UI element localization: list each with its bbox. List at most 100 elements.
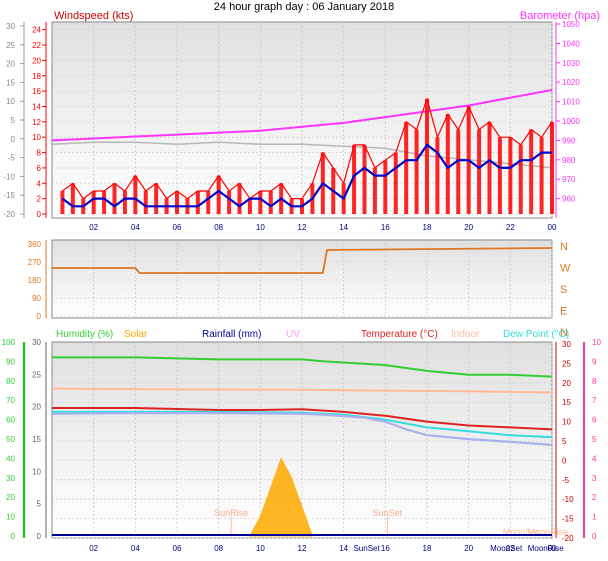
wind-tick-label: 16: [32, 87, 41, 96]
humidity-tick-label: 100: [2, 338, 16, 347]
uv-tick-label: 10: [592, 338, 601, 347]
page-title: 24 hour graph day : 06 January 2018: [214, 1, 394, 13]
baro-axis-title: Barometer (hpa): [520, 10, 600, 22]
legend-label: Rainfall (mm): [202, 329, 261, 340]
temp-x-tick-label: 18: [423, 544, 432, 553]
temp-tick-label: -15: [562, 515, 574, 524]
temp-x-tick-label: 10: [256, 544, 265, 553]
temp-x-tick-label: 20: [464, 544, 473, 553]
wind-tick-label: 2: [37, 195, 42, 204]
temp-tick-label: 20: [562, 379, 571, 388]
wind-tick-label: 24: [32, 26, 41, 35]
humidity-tick-label: 30: [6, 474, 15, 483]
left-inner-tick-label: 15: [32, 435, 41, 444]
temp-tick-label: -20: [562, 534, 574, 543]
legend-label: Dew Point (°C): [503, 329, 569, 340]
wind-x-tick-label: 00: [548, 223, 557, 232]
humidity-tick-label: 90: [6, 357, 15, 366]
temp-x-tick-label: 16: [381, 544, 390, 553]
compass-label: N: [560, 327, 568, 339]
direction-plot-area: [51, 239, 553, 319]
wind-tick-label: 6: [37, 164, 42, 173]
temp-x-tick-label: 08: [214, 544, 223, 553]
baro-tick-label: 970: [562, 175, 576, 184]
moonrise-bottom-label: MoonRise: [528, 544, 565, 553]
baro-tick-label: 990: [562, 136, 576, 145]
left-inner-tick-label: 5: [37, 500, 42, 509]
wind-x-tick-label: 12: [298, 223, 307, 232]
wind-tick-label: 14: [32, 102, 41, 111]
wind-tick-label: 4: [37, 179, 42, 188]
outer-left-tick-label: 30: [6, 22, 15, 31]
legend-label: Solar: [124, 329, 148, 340]
outer-left-tick-label: 25: [6, 41, 15, 50]
temp-tick-label: 5: [562, 437, 567, 446]
baro-tick-label: 1030: [562, 59, 580, 68]
uv-tick-label: 9: [592, 357, 597, 366]
direction-tick-label: 270: [28, 258, 42, 267]
sunset-bottom-label: SunSet: [353, 544, 380, 553]
uv-tick-label: 4: [592, 454, 597, 463]
direction-tick-label: 180: [28, 276, 42, 285]
baro-tick-label: 980: [562, 156, 576, 165]
temp-tick-label: 0: [562, 456, 567, 465]
temp-tick-label: -5: [562, 476, 570, 485]
sunrise-label: SunRise: [214, 508, 248, 518]
uv-tick-label: 0: [592, 532, 597, 541]
moonset-bottom-label: MoonSet: [490, 544, 523, 553]
wind-x-tick-label: 06: [173, 223, 182, 232]
baro-tick-label: 1010: [562, 98, 580, 107]
outer-left-tick-label: 20: [6, 60, 15, 69]
uv-tick-label: 7: [592, 396, 597, 405]
legend-label: Indoor: [451, 329, 480, 340]
humidity-tick-label: 20: [6, 493, 15, 502]
temp-tick-label: 10: [562, 418, 571, 427]
wind-x-tick-label: 04: [131, 223, 140, 232]
wind-x-tick-label: 02: [89, 223, 98, 232]
outer-left-tick-label: 5: [11, 116, 16, 125]
compass-label: W: [560, 263, 571, 275]
uv-tick-label: 5: [592, 435, 597, 444]
left-inner-tick-label: 10: [32, 467, 41, 476]
baro-tick-label: 1050: [562, 20, 580, 29]
temp-tick-label: 30: [562, 340, 571, 349]
humidity-tick-label: 50: [6, 435, 15, 444]
temp-x-tick-label: 02: [89, 544, 98, 553]
moonset-label: MoonSet: [503, 527, 540, 537]
outer-left-tick-label: 0: [11, 135, 16, 144]
humidity-tick-label: 10: [6, 513, 15, 522]
temp-x-tick-label: 04: [131, 544, 140, 553]
wind-x-tick-label: 14: [339, 223, 348, 232]
temp-tick-label: 25: [562, 359, 571, 368]
solar-area: [249, 457, 314, 537]
direction-tick-label: 90: [32, 294, 41, 303]
humidity-tick-label: 80: [6, 377, 15, 386]
wind-x-tick-label: 22: [506, 223, 515, 232]
wind-avg-line: [61, 143, 552, 208]
sunset-label: SunSet: [373, 508, 403, 518]
outer-left-tick-label: 15: [6, 78, 15, 87]
barometer-line: [51, 89, 553, 142]
baro-tick-label: 960: [562, 195, 576, 204]
compass-label: N: [560, 241, 568, 253]
temp-x-tick-label: 14: [339, 544, 348, 553]
legend-label: Humidity (%): [56, 329, 113, 340]
uv-tick-label: 8: [592, 377, 597, 386]
temp-tick-label: -10: [562, 495, 574, 504]
wind-tick-label: 0: [37, 210, 42, 219]
humidity-line: [52, 356, 553, 378]
temp-x-tick-label: 22: [506, 544, 515, 553]
baro-tick-label: 1000: [562, 117, 580, 126]
humidity-tick-label: 0: [11, 532, 16, 541]
outer-left-tick-label: -20: [3, 210, 15, 219]
temperature-line: [52, 407, 553, 431]
legend-label: UV: [286, 329, 300, 340]
humidity-tick-label: 70: [6, 396, 15, 405]
compass-label: S: [560, 284, 567, 296]
uv-tick-label: 2: [592, 493, 597, 502]
humidity-tick-label: 60: [6, 416, 15, 425]
temp-tick-label: 15: [562, 398, 571, 407]
wind-x-tick-label: 10: [256, 223, 265, 232]
